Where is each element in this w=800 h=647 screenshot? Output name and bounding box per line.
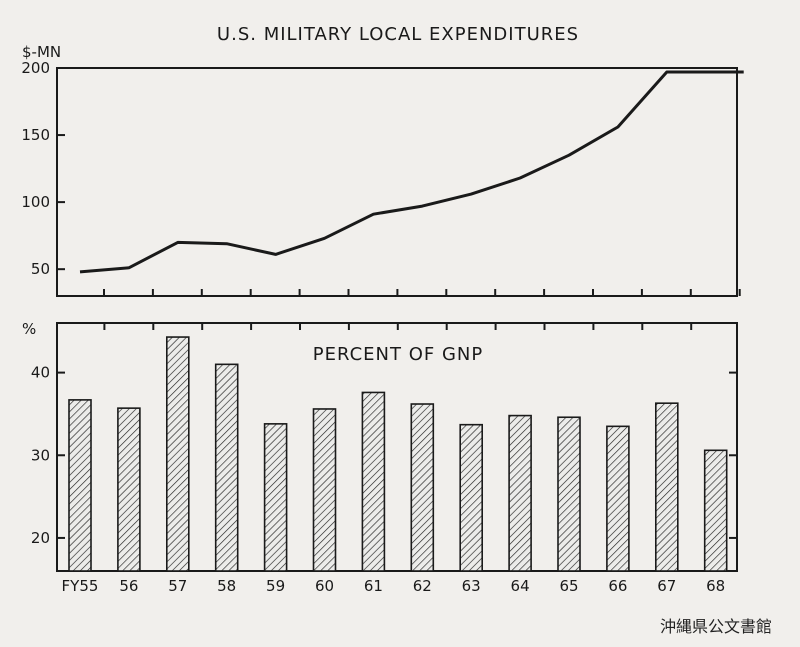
x-tick-label: 57	[168, 577, 187, 595]
bar	[459, 423, 484, 572]
top-chart-ticks: 50 100 150 200	[21, 59, 741, 296]
top-ytick-label: 150	[21, 126, 50, 144]
top-ytick-label: 50	[31, 260, 50, 278]
x-tick-label: 60	[315, 577, 334, 595]
x-tick-label: 59	[266, 577, 285, 595]
bar	[703, 449, 728, 572]
bar	[508, 414, 532, 572]
bar	[312, 408, 337, 572]
bar	[68, 399, 92, 572]
top-chart-frame	[56, 67, 738, 297]
top-ytick-label: 100	[21, 193, 50, 211]
bar	[214, 363, 239, 572]
top-chart-ylabel: $-MN	[22, 43, 61, 61]
x-tick-label: 67	[657, 577, 676, 595]
bars	[68, 336, 728, 572]
bottom-ytick-label: 30	[31, 446, 50, 464]
bar	[117, 407, 141, 572]
series-line	[79, 70, 744, 274]
x-axis-labels: FY55 56 57 58 59 60 61 62 63 64 65 66 67 68	[62, 577, 726, 595]
bottom-chart-ylabel: %	[22, 320, 36, 338]
bottom-chart-ticks: 20 30 40	[31, 323, 737, 547]
bar	[410, 403, 435, 572]
x-tick-label: FY55	[62, 577, 99, 595]
bar	[606, 425, 630, 572]
x-tick-label: 64	[511, 577, 530, 595]
bar	[166, 336, 190, 572]
bar	[361, 391, 386, 572]
top-ytick-label: 200	[21, 59, 50, 77]
bottom-chart-title: PERCENT OF GNP	[313, 344, 483, 365]
x-tick-label: 62	[413, 577, 432, 595]
bottom-ytick-label: 40	[31, 364, 50, 382]
x-tick-label: 61	[364, 577, 383, 595]
x-tick-label: 68	[706, 577, 725, 595]
bar	[654, 402, 679, 572]
top-chart-title: U.S. MILITARY LOCAL EXPENDITURES	[217, 24, 579, 45]
x-tick-label: 66	[608, 577, 627, 595]
bar	[263, 423, 288, 572]
bottom-ytick-label: 20	[31, 529, 50, 547]
x-tick-label: 56	[119, 577, 138, 595]
archive-watermark: 沖縄県公文書館	[659, 617, 772, 636]
x-tick-label: 63	[462, 577, 481, 595]
bar	[557, 416, 581, 572]
x-tick-label: 58	[217, 577, 236, 595]
x-tick-label: 65	[559, 577, 578, 595]
